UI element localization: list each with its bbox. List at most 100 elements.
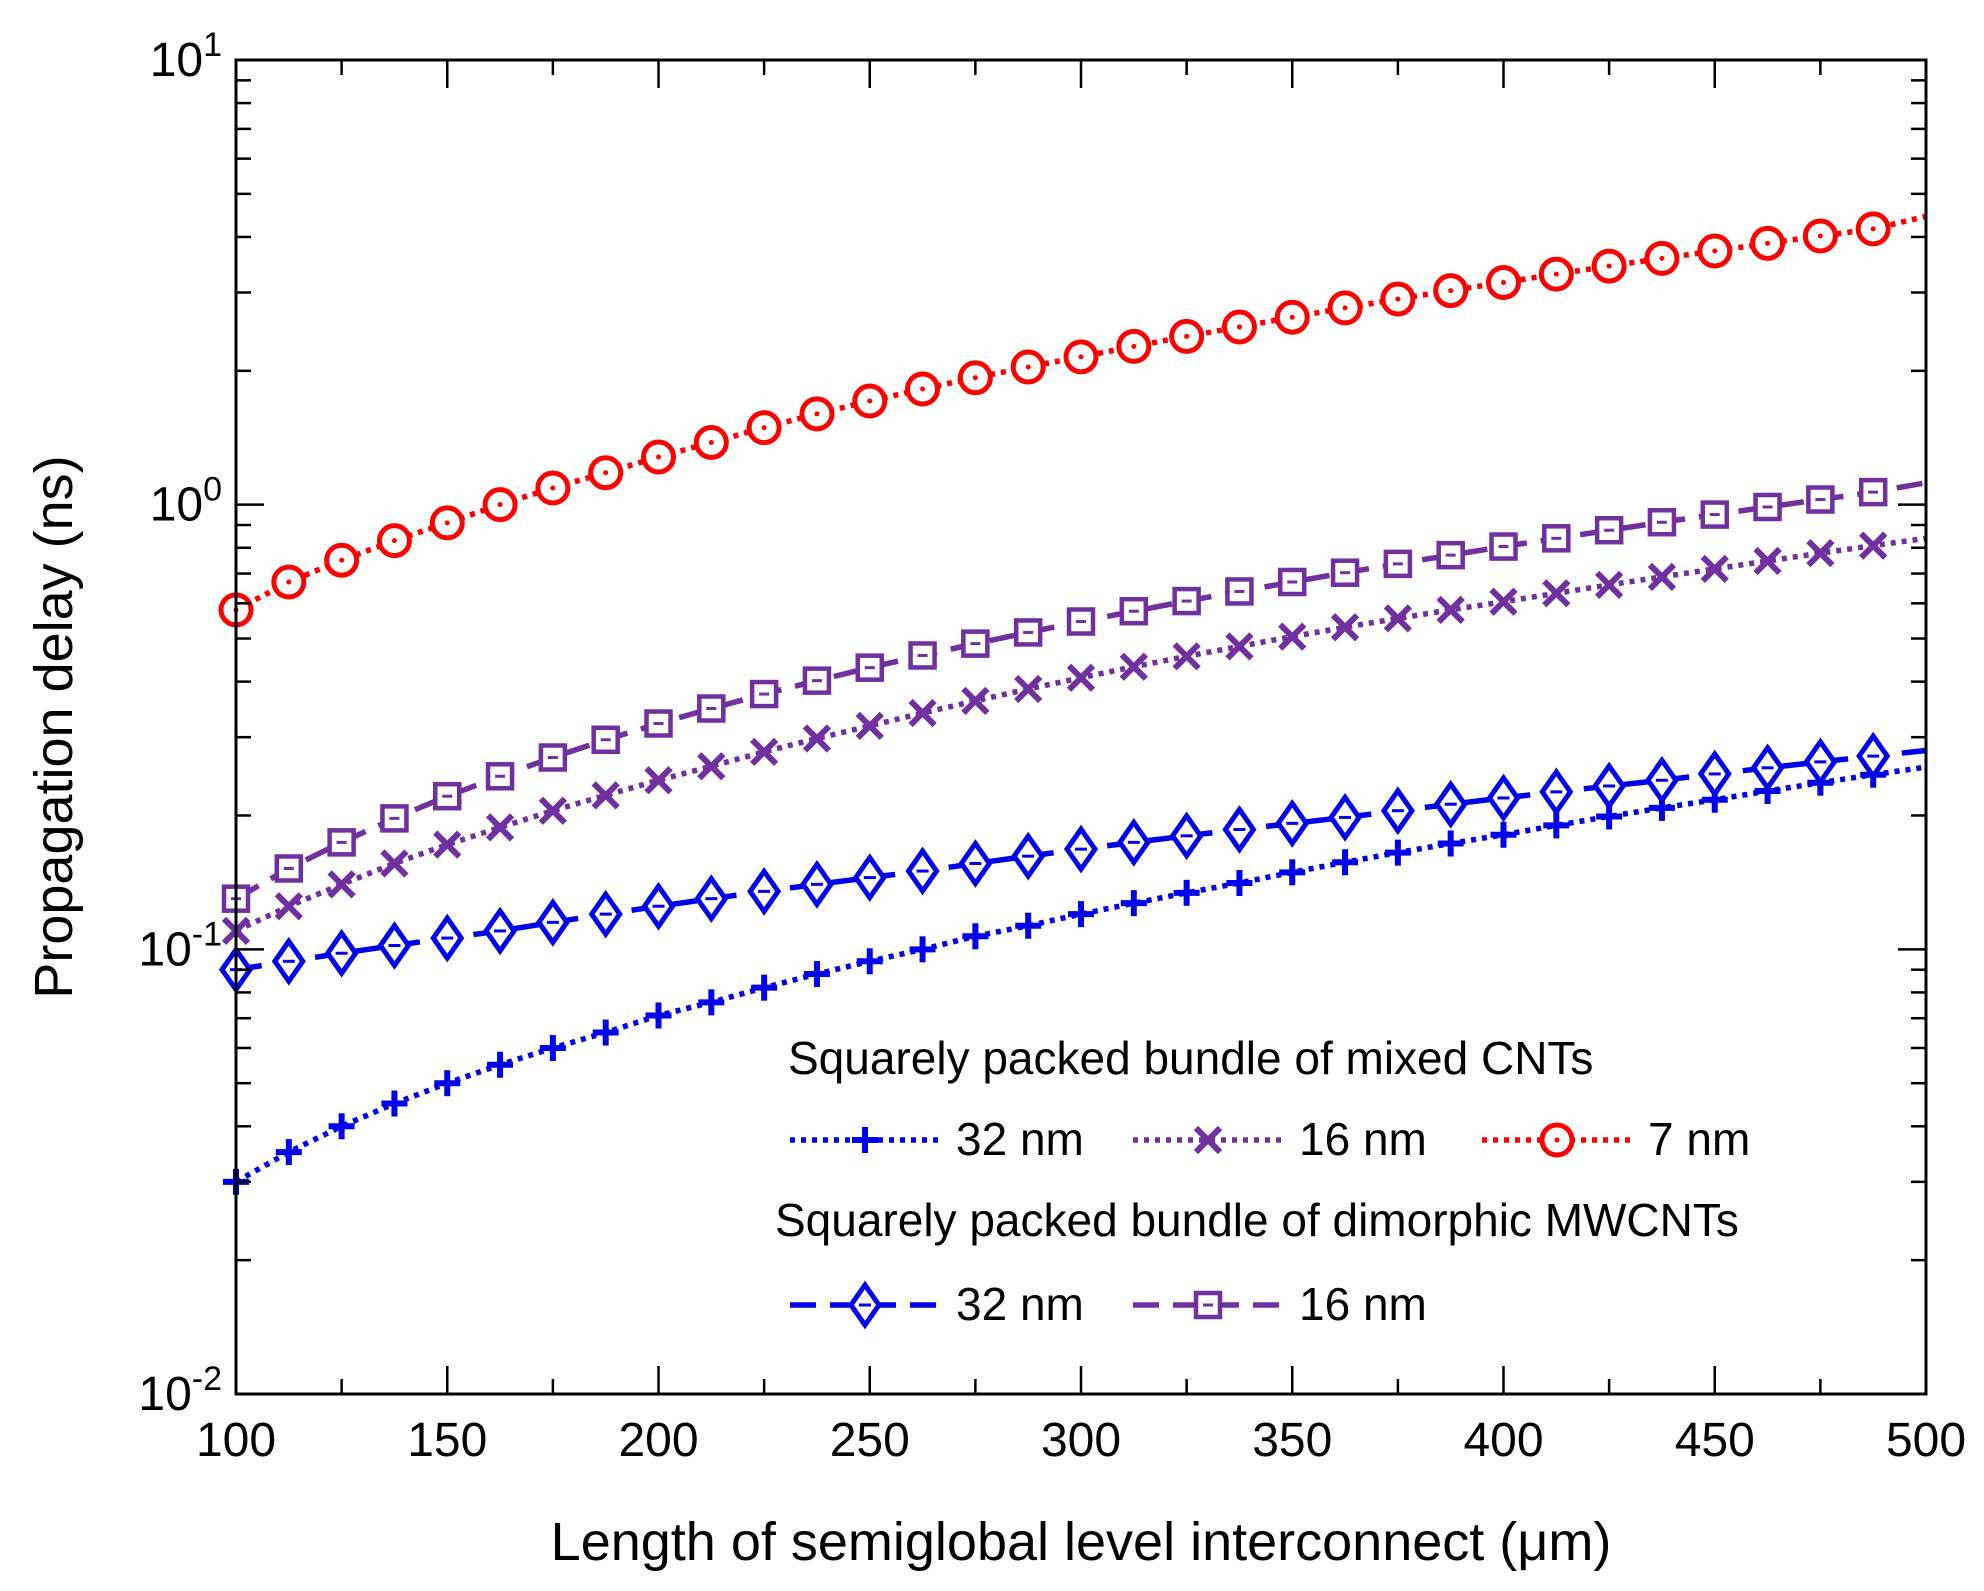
legend-swatch-marker bbox=[1193, 1125, 1223, 1155]
data-point bbox=[1647, 507, 1677, 537]
data-point bbox=[1538, 256, 1574, 292]
series-line bbox=[234, 213, 1927, 613]
data-point bbox=[1330, 558, 1360, 587]
data-point bbox=[1859, 531, 1888, 560]
legend-swatch-marker bbox=[852, 1127, 878, 1153]
data-point bbox=[591, 725, 620, 755]
data-point bbox=[693, 424, 729, 460]
data-point bbox=[957, 360, 993, 396]
data-point bbox=[1011, 831, 1046, 881]
data-point bbox=[1697, 749, 1732, 799]
data-point bbox=[1542, 579, 1571, 608]
legend-label: 32 nm bbox=[956, 1278, 1084, 1330]
series-1 bbox=[221, 531, 1927, 946]
data-point bbox=[855, 653, 884, 682]
y-tick-exponent: 1 bbox=[203, 26, 222, 64]
x-tick-label: 250 bbox=[830, 1414, 910, 1467]
data-point bbox=[799, 859, 834, 909]
legend: Squarely packed bundle of mixed CNTs 32 n… bbox=[775, 1032, 1750, 1330]
legend-label: 32 nm bbox=[956, 1113, 1084, 1165]
data-point bbox=[746, 410, 782, 446]
data-point bbox=[1328, 793, 1363, 842]
y-tick-label: 101 bbox=[150, 26, 222, 87]
data-point bbox=[1015, 912, 1042, 939]
data-point bbox=[644, 709, 673, 738]
data-point bbox=[751, 974, 778, 1001]
data-point bbox=[328, 1113, 355, 1140]
data-point bbox=[1697, 233, 1733, 269]
data-point bbox=[1384, 839, 1411, 866]
series-4 bbox=[221, 477, 1927, 913]
data-point bbox=[429, 505, 465, 541]
data-point bbox=[908, 698, 937, 728]
data-point bbox=[697, 752, 726, 781]
data-point bbox=[852, 383, 888, 419]
legend-entry: 7 nm bbox=[1482, 1113, 1750, 1165]
data-point bbox=[1010, 349, 1046, 385]
data-point bbox=[961, 629, 990, 658]
data-point bbox=[1327, 290, 1363, 326]
data-point bbox=[1274, 299, 1310, 335]
data-point bbox=[1275, 798, 1310, 848]
data-point bbox=[905, 846, 940, 896]
data-point bbox=[1539, 767, 1574, 817]
data-point bbox=[1279, 859, 1306, 886]
data-point bbox=[1330, 613, 1360, 642]
x-tick-label: 500 bbox=[1886, 1414, 1966, 1467]
data-point bbox=[1278, 622, 1307, 651]
data-point bbox=[909, 936, 936, 963]
data-point bbox=[1225, 577, 1254, 606]
y-axis-label: Propagation delay (ns) bbox=[24, 455, 84, 998]
data-point bbox=[1806, 539, 1835, 568]
data-point bbox=[274, 854, 304, 883]
y-tick-exponent: -1 bbox=[192, 915, 222, 953]
data-point bbox=[1119, 596, 1149, 626]
y-tick-base: 10 bbox=[150, 479, 203, 532]
data-point bbox=[377, 921, 412, 970]
data-point bbox=[1753, 546, 1782, 576]
data-point bbox=[1120, 890, 1147, 917]
data-point bbox=[430, 913, 465, 963]
legend-entry: 16 nm bbox=[1133, 1278, 1427, 1330]
data-point bbox=[588, 455, 624, 491]
data-point bbox=[1383, 604, 1412, 633]
data-point bbox=[1014, 674, 1043, 704]
data-point bbox=[1489, 532, 1518, 561]
data-point bbox=[852, 853, 887, 902]
x-tick-label: 350 bbox=[1252, 1414, 1332, 1467]
data-point bbox=[802, 724, 832, 753]
data-point bbox=[698, 989, 725, 1016]
x-tick-label: 100 bbox=[196, 1414, 276, 1467]
data-point bbox=[803, 961, 830, 988]
data-point bbox=[1226, 869, 1253, 896]
series-3 bbox=[218, 731, 1927, 995]
data-point bbox=[1013, 618, 1043, 647]
data-point bbox=[1066, 663, 1096, 692]
legend-swatch-marker bbox=[847, 1280, 883, 1330]
data-point bbox=[1173, 879, 1200, 906]
data-point bbox=[324, 542, 360, 578]
data-point bbox=[905, 371, 941, 407]
y-tick-exponent: -2 bbox=[192, 1360, 222, 1398]
data-point bbox=[645, 1002, 672, 1029]
data-point bbox=[1802, 218, 1838, 254]
data-point bbox=[381, 1090, 408, 1117]
data-point bbox=[644, 766, 673, 795]
data-point bbox=[275, 1139, 302, 1166]
series-2 bbox=[218, 211, 1927, 628]
data-point bbox=[434, 1070, 461, 1097]
data-point bbox=[433, 781, 462, 811]
data-point bbox=[1433, 273, 1469, 309]
legend-group-title: Squarely packed bundle of mixed CNTs bbox=[788, 1032, 1593, 1084]
data-point bbox=[1543, 812, 1570, 839]
data-point bbox=[539, 1034, 566, 1061]
legend-label: 7 nm bbox=[1648, 1113, 1750, 1165]
data-point bbox=[1700, 554, 1729, 584]
data-point bbox=[1222, 805, 1257, 854]
data-point bbox=[1753, 492, 1782, 522]
data-point bbox=[1700, 500, 1729, 529]
data-point bbox=[1068, 901, 1094, 928]
data-point bbox=[1436, 540, 1465, 570]
data-point bbox=[1803, 737, 1838, 787]
